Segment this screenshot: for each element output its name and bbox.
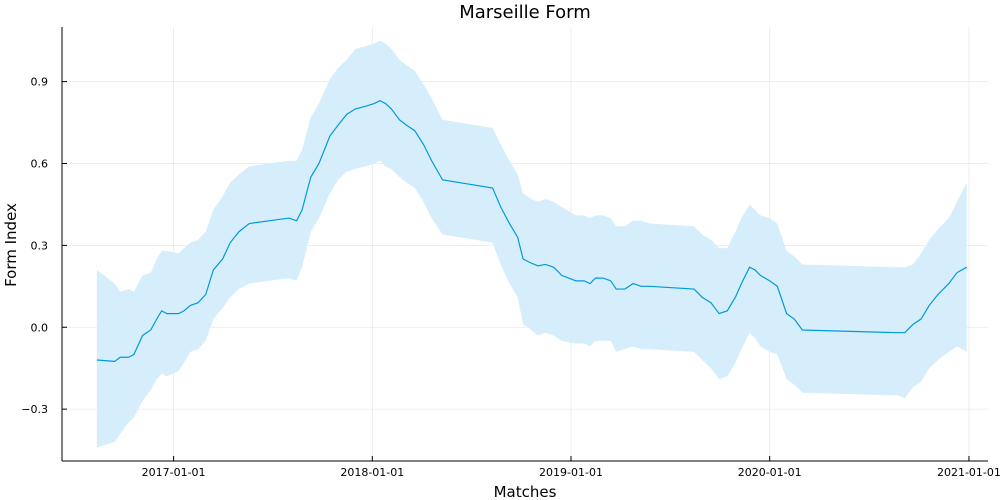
y-ticks: −0.3 0.0 0.3 0.6 0.9: [21, 76, 67, 416]
x-tick-label: 2018-01-01: [340, 466, 404, 479]
y-tick-label: −0.3: [21, 403, 48, 416]
x-tick-label: 2020-01-01: [738, 466, 802, 479]
y-tick-label: 0.3: [31, 239, 49, 252]
x-tick-label: 2017-01-01: [142, 466, 206, 479]
series-line: [96, 100, 968, 362]
axes: [61, 27, 988, 462]
x-tick-label: 2021-01-01: [937, 466, 1000, 479]
series-layer: [96, 40, 968, 448]
x-axis-label: Matches: [494, 483, 557, 500]
confidence-band: [96, 40, 967, 448]
y-tick-label: 0.6: [31, 157, 49, 170]
y-tick-label: 0.0: [31, 321, 49, 334]
chart-title: Marseille Form: [459, 2, 591, 23]
y-axis-label: Form Index: [2, 203, 20, 287]
y-tick-label: 0.9: [31, 76, 49, 89]
x-tick-label: 2019-01-01: [539, 466, 603, 479]
x-ticks: 2017-01-01 2018-01-01 2019-01-01 2020-01-01…: [142, 456, 1000, 479]
